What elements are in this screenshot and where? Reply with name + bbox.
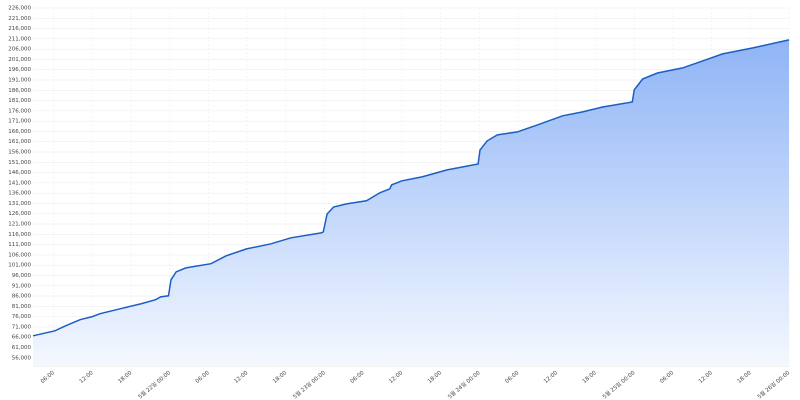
- x-tick-label: 06:00: [350, 370, 366, 385]
- x-tick-label: 5월 22일 00:00: [136, 368, 172, 400]
- x-tick-label: 06:00: [195, 370, 211, 385]
- y-tick-label: 181,000: [8, 98, 31, 104]
- x-tick-label: 06:00: [659, 370, 675, 385]
- y-tick-label: 196,000: [8, 67, 31, 73]
- y-tick-label: 206,000: [8, 47, 31, 53]
- y-tick-label: 56,000: [12, 355, 32, 361]
- y-tick-label: 86,000: [12, 294, 32, 300]
- y-tick-label: 166,000: [8, 129, 31, 135]
- y-tick-label: 151,000: [8, 160, 31, 166]
- y-tick-label: 91,000: [12, 283, 32, 289]
- x-tick-label: 12:00: [543, 370, 559, 385]
- x-tick-label: 06:00: [40, 370, 56, 385]
- y-tick-label: 66,000: [12, 335, 32, 341]
- area-fill: [33, 39, 789, 367]
- y-tick-label: 81,000: [12, 304, 32, 310]
- x-tick-label: 5월 26일 00:00: [755, 368, 791, 400]
- x-tick-label: 18:00: [272, 370, 288, 385]
- y-tick-label: 201,000: [8, 57, 31, 63]
- y-tick-label: 186,000: [8, 88, 31, 94]
- y-tick-label: 136,000: [8, 191, 31, 197]
- y-tick-label: 111,000: [8, 242, 31, 248]
- line: [32, 39, 790, 337]
- y-tick-label: 61,000: [12, 345, 32, 351]
- x-tick-label: 5월 24일 00:00: [446, 368, 482, 400]
- y-tick-label: 171,000: [8, 119, 31, 125]
- x-tick-label: 12:00: [388, 370, 404, 385]
- y-tick-label: 101,000: [8, 263, 31, 269]
- y-tick-label: 106,000: [8, 252, 31, 258]
- y-tick-label: 146,000: [8, 170, 31, 176]
- y-tick-label: 221,000: [8, 16, 31, 22]
- x-tick-label: 18:00: [117, 370, 133, 385]
- x-tick-label: 12:00: [233, 370, 249, 385]
- x-tick-label: 06:00: [504, 370, 520, 385]
- x-tick-label: 18:00: [737, 370, 753, 385]
- y-tick-label: 121,000: [8, 222, 31, 228]
- y-tick-label: 126,000: [8, 211, 31, 217]
- y-tick-label: 96,000: [12, 273, 32, 279]
- y-tick-label: 156,000: [8, 150, 31, 156]
- y-tick-label: 216,000: [8, 26, 31, 32]
- y-tick-label: 161,000: [8, 139, 31, 145]
- y-tick-label: 131,000: [8, 201, 31, 207]
- y-tick-label: 76,000: [12, 314, 32, 320]
- x-tick-label: 18:00: [427, 370, 443, 385]
- x-tick-label: 18:00: [582, 370, 598, 385]
- x-tick-label: 12:00: [698, 370, 714, 385]
- x-tick-label: 5월 25일 00:00: [601, 368, 637, 400]
- y-tick-label: 191,000: [8, 78, 31, 84]
- y-tick-label: 71,000: [12, 324, 32, 330]
- x-tick-label: 5월 23일 00:00: [291, 368, 327, 400]
- x-tick-label: 12:00: [79, 370, 95, 385]
- y-tick-label: 211,000: [8, 36, 31, 42]
- y-tick-label: 176,000: [8, 108, 31, 114]
- y-tick-label: 226,000: [8, 6, 31, 12]
- y-tick-label: 141,000: [8, 180, 31, 186]
- y-tick-label: 116,000: [8, 232, 31, 238]
